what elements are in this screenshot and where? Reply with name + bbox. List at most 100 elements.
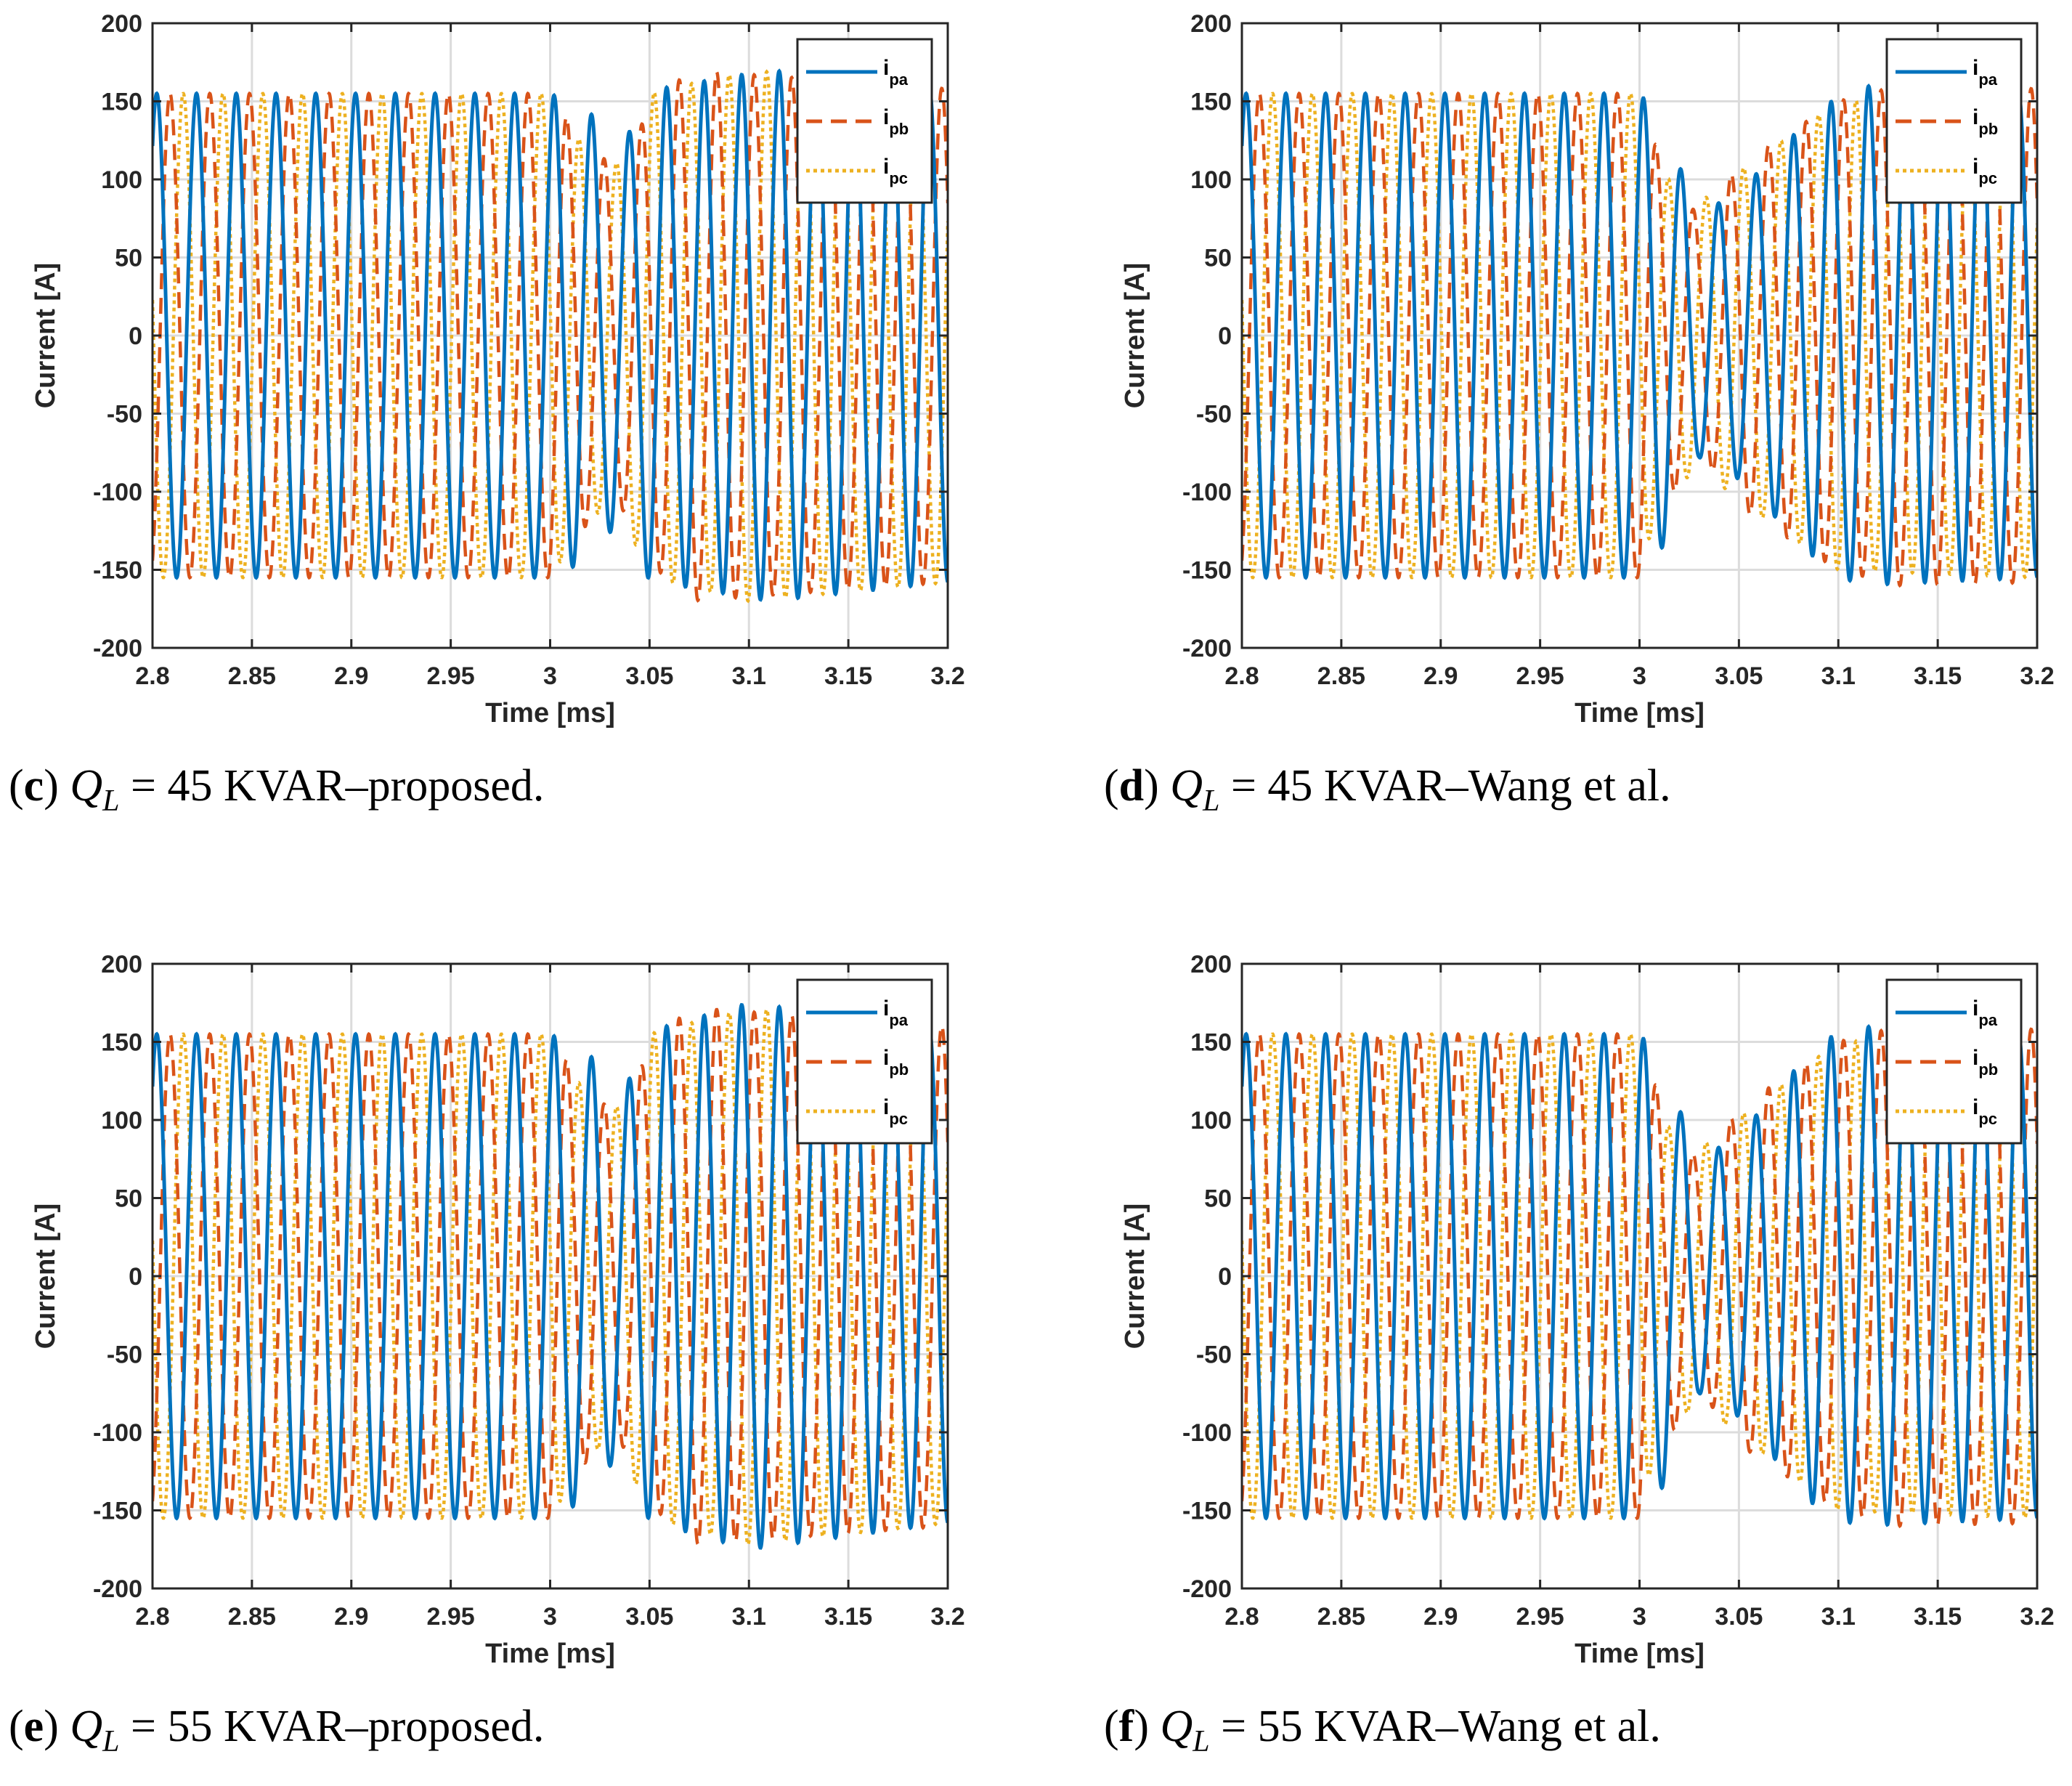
x-tick-label: 3.05 <box>1715 662 1763 690</box>
chart-panel-e: 2.8 2.85 2.9 2.95 3 3.05 3.1 3.15 3.2 200 150 100 50… <box>9 951 965 1758</box>
x-tick-label: 2.85 <box>228 1603 276 1631</box>
y-tick-label: 100 <box>1190 1107 1232 1134</box>
y-tick-label: 100 <box>1190 166 1232 194</box>
caption: (d) QL = 45 KVAR–Wang et al. <box>1104 761 1671 818</box>
series-line-ipc <box>1242 1032 2037 1520</box>
x-tick-label: 3.05 <box>625 1603 673 1631</box>
series-line-ipb <box>1242 84 2037 588</box>
y-axis-label: Current [A] <box>31 1203 61 1349</box>
x-tick-label: 3.2 <box>930 1603 964 1631</box>
x-tick-label: 2.85 <box>228 662 276 690</box>
y-tick-label: -100 <box>1182 1419 1232 1447</box>
y-tick-label: -100 <box>93 1419 142 1447</box>
y-tick-label: 150 <box>1190 1029 1232 1057</box>
y-tick-label: 200 <box>101 10 142 38</box>
chart-panel-f: 2.8 2.85 2.9 2.95 3 3.05 3.1 3.15 3.2 200 150 100 50… <box>1104 951 2055 1758</box>
legend: ipa ipb ipc <box>796 978 933 1145</box>
x-tick-label: 2.95 <box>427 1603 475 1631</box>
y-axis-label: Current [A] <box>1120 1203 1150 1349</box>
x-axis-label: Time [ms] <box>1575 698 1705 728</box>
y-tick-label: 150 <box>101 89 142 116</box>
x-tick-label: 3.1 <box>1821 662 1856 690</box>
series-line-ipc <box>1242 92 2037 580</box>
legend-label-ipc: ipc <box>883 155 908 187</box>
x-tick-label: 3.15 <box>1914 662 1962 690</box>
x-tick-label: 2.85 <box>1317 662 1365 690</box>
y-axis-label: Current [A] <box>1120 263 1150 409</box>
x-tick-label: 3 <box>1633 662 1646 690</box>
caption: (c) QL = 45 KVAR–proposed. <box>9 761 544 818</box>
x-tick-label: 2.8 <box>1224 1603 1259 1631</box>
legend-label-ipb: ipb <box>883 1046 909 1079</box>
legend-label-ipa: ipa <box>1973 996 1998 1029</box>
x-axis-label: Time [ms] <box>1575 1639 1705 1669</box>
x-tick-label: 3.15 <box>824 1603 872 1631</box>
y-tick-label: -50 <box>107 1341 142 1369</box>
x-axis-label: Time [ms] <box>485 698 615 728</box>
x-tick-label: 2.8 <box>135 662 169 690</box>
x-tick-label: 2.85 <box>1317 1603 1365 1631</box>
y-tick-label: 150 <box>101 1029 142 1057</box>
x-tick-label: 3.05 <box>625 662 673 690</box>
x-tick-label: 3.2 <box>930 662 964 690</box>
x-tick-label: 3.05 <box>1715 1603 1763 1631</box>
x-tick-label: 2.95 <box>427 662 475 690</box>
x-tick-label: 3.2 <box>2020 1603 2054 1631</box>
y-tick-label: -200 <box>1182 635 1232 662</box>
series-line-ipb <box>153 70 948 603</box>
legend: ipa ipb ipc <box>796 38 933 204</box>
x-tick-label: 2.8 <box>1224 662 1259 690</box>
caption: (f) QL = 55 KVAR–Wang et al. <box>1104 1702 1661 1758</box>
legend-label-ipc: ipc <box>1973 155 1997 187</box>
y-tick-label: -150 <box>93 1498 142 1525</box>
y-tick-label: 200 <box>101 951 142 978</box>
legend: ipa ipb ipc <box>1885 38 2023 204</box>
legend: ipa ipb ipc <box>1885 978 2023 1145</box>
y-tick-label: -150 <box>1182 1498 1232 1525</box>
x-tick-label: 2.8 <box>135 1603 169 1631</box>
y-tick-label: -150 <box>1182 557 1232 585</box>
x-tick-label: 3.1 <box>732 1603 766 1631</box>
y-tick-label: 50 <box>1204 245 1232 272</box>
y-tick-label: -100 <box>1182 479 1232 506</box>
legend-label-ipa: ipa <box>883 996 909 1029</box>
x-tick-label: 3.1 <box>1821 1603 1856 1631</box>
chart-panel-d: 2.8 2.85 2.9 2.95 3 3.05 3.1 3.15 3.2 200 150 100 50… <box>1104 10 2055 818</box>
x-tick-label: 3 <box>543 1603 557 1631</box>
legend-label-ipb: ipb <box>883 105 909 138</box>
x-tick-label: 3 <box>543 662 557 690</box>
x-tick-label: 3 <box>1633 1603 1646 1631</box>
legend-label-ipb: ipb <box>1973 105 1998 138</box>
y-tick-label: 200 <box>1190 951 1232 978</box>
y-tick-label: 100 <box>101 1107 142 1134</box>
y-tick-label: -200 <box>93 635 142 662</box>
legend-label-ipa: ipa <box>883 56 909 89</box>
x-tick-label: 2.95 <box>1516 662 1564 690</box>
x-tick-label: 2.9 <box>1423 1603 1458 1631</box>
legend-label-ipc: ipc <box>1973 1095 1997 1128</box>
series-line-ipb <box>153 1007 948 1547</box>
x-tick-label: 2.9 <box>1423 662 1458 690</box>
caption: (e) QL = 55 KVAR–proposed. <box>9 1702 544 1758</box>
x-tick-label: 3.15 <box>824 662 872 690</box>
y-tick-label: 200 <box>1190 10 1232 38</box>
y-tick-label: 0 <box>1218 322 1232 350</box>
y-tick-label: 50 <box>115 245 142 272</box>
x-tick-label: 2.95 <box>1516 1603 1564 1631</box>
y-tick-label: -200 <box>93 1575 142 1603</box>
series-line-ipc <box>153 1007 948 1547</box>
y-tick-label: 100 <box>101 166 142 194</box>
y-tick-label: -100 <box>93 479 142 506</box>
y-tick-label: -50 <box>1196 1341 1232 1369</box>
y-tick-label: -50 <box>1196 401 1232 429</box>
x-tick-label: 2.9 <box>334 1603 368 1631</box>
chart-panel-c: 2.8 2.85 2.9 2.95 3 3.05 3.1 3.15 3.2 200 150 100 50… <box>9 10 965 818</box>
y-tick-label: -150 <box>93 557 142 585</box>
legend-label-ipc: ipc <box>883 1095 908 1128</box>
y-tick-label: 0 <box>1218 1263 1232 1291</box>
x-axis-label: Time [ms] <box>485 1639 615 1669</box>
x-tick-label: 3.2 <box>2020 662 2054 690</box>
y-tick-label: -50 <box>107 401 142 429</box>
y-tick-label: 0 <box>129 1263 142 1291</box>
